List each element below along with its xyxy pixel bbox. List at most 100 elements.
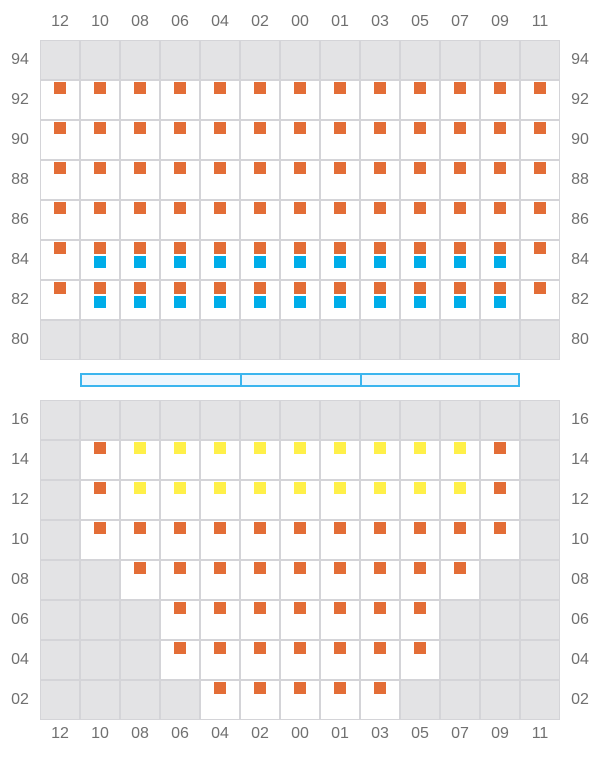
orange-seat[interactable]	[294, 642, 306, 654]
seat-cell[interactable]	[400, 280, 440, 320]
orange-seat[interactable]	[454, 282, 466, 294]
orange-seat[interactable]	[454, 162, 466, 174]
seat-cell[interactable]	[320, 440, 360, 480]
seat-cell[interactable]	[240, 480, 280, 520]
orange-seat[interactable]	[414, 82, 426, 94]
yellow-seat[interactable]	[214, 442, 226, 454]
seat-cell[interactable]	[480, 160, 520, 200]
orange-seat[interactable]	[254, 282, 266, 294]
orange-seat[interactable]	[334, 162, 346, 174]
seat-cell[interactable]	[320, 280, 360, 320]
orange-seat[interactable]	[294, 122, 306, 134]
orange-seat[interactable]	[334, 682, 346, 694]
seat-cell[interactable]	[400, 440, 440, 480]
seat-cell[interactable]	[40, 200, 80, 240]
orange-seat[interactable]	[174, 162, 186, 174]
blue-seat[interactable]	[374, 296, 386, 308]
seat-cell[interactable]	[400, 560, 440, 600]
yellow-seat[interactable]	[294, 482, 306, 494]
orange-seat[interactable]	[174, 122, 186, 134]
seat-cell[interactable]	[400, 480, 440, 520]
seat-cell[interactable]	[440, 480, 480, 520]
seat-cell[interactable]	[200, 280, 240, 320]
seat-cell[interactable]	[240, 160, 280, 200]
seat-cell[interactable]	[280, 600, 320, 640]
seat-cell[interactable]	[80, 520, 120, 560]
seat-cell[interactable]	[240, 520, 280, 560]
orange-seat[interactable]	[254, 162, 266, 174]
seat-cell[interactable]	[120, 80, 160, 120]
blue-seat[interactable]	[134, 256, 146, 268]
seat-cell[interactable]	[400, 120, 440, 160]
orange-seat[interactable]	[374, 242, 386, 254]
seat-cell[interactable]	[280, 160, 320, 200]
orange-seat[interactable]	[414, 642, 426, 654]
seat-cell[interactable]	[80, 280, 120, 320]
orange-seat[interactable]	[454, 522, 466, 534]
orange-seat[interactable]	[214, 202, 226, 214]
orange-seat[interactable]	[534, 242, 546, 254]
orange-seat[interactable]	[214, 82, 226, 94]
seat-cell[interactable]	[360, 480, 400, 520]
orange-seat[interactable]	[374, 522, 386, 534]
orange-seat[interactable]	[254, 682, 266, 694]
orange-seat[interactable]	[174, 562, 186, 574]
seat-cell[interactable]	[160, 240, 200, 280]
blue-seat[interactable]	[94, 256, 106, 268]
orange-seat[interactable]	[94, 482, 106, 494]
seat-cell[interactable]	[360, 560, 400, 600]
orange-seat[interactable]	[374, 282, 386, 294]
orange-seat[interactable]	[374, 642, 386, 654]
seat-cell[interactable]	[520, 280, 560, 320]
seat-cell[interactable]	[200, 80, 240, 120]
orange-seat[interactable]	[294, 162, 306, 174]
seat-cell[interactable]	[320, 160, 360, 200]
orange-seat[interactable]	[534, 82, 546, 94]
orange-seat[interactable]	[214, 122, 226, 134]
orange-seat[interactable]	[334, 242, 346, 254]
seat-cell[interactable]	[480, 240, 520, 280]
seat-cell[interactable]	[40, 80, 80, 120]
orange-seat[interactable]	[134, 522, 146, 534]
seat-cell[interactable]	[400, 240, 440, 280]
seat-cell[interactable]	[440, 160, 480, 200]
orange-seat[interactable]	[174, 522, 186, 534]
seat-cell[interactable]	[200, 200, 240, 240]
orange-seat[interactable]	[334, 522, 346, 534]
orange-seat[interactable]	[174, 82, 186, 94]
orange-seat[interactable]	[374, 82, 386, 94]
orange-seat[interactable]	[494, 522, 506, 534]
blue-seat[interactable]	[254, 296, 266, 308]
orange-seat[interactable]	[254, 642, 266, 654]
orange-seat[interactable]	[54, 82, 66, 94]
seat-cell[interactable]	[280, 200, 320, 240]
orange-seat[interactable]	[334, 202, 346, 214]
orange-seat[interactable]	[254, 82, 266, 94]
seat-cell[interactable]	[280, 560, 320, 600]
orange-seat[interactable]	[214, 242, 226, 254]
orange-seat[interactable]	[134, 242, 146, 254]
yellow-seat[interactable]	[174, 442, 186, 454]
seat-cell[interactable]	[40, 120, 80, 160]
orange-seat[interactable]	[294, 562, 306, 574]
seat-cell[interactable]	[200, 520, 240, 560]
yellow-seat[interactable]	[454, 482, 466, 494]
seat-cell[interactable]	[120, 560, 160, 600]
orange-seat[interactable]	[414, 602, 426, 614]
seat-cell[interactable]	[40, 280, 80, 320]
orange-seat[interactable]	[94, 522, 106, 534]
seat-cell[interactable]	[360, 280, 400, 320]
orange-seat[interactable]	[94, 122, 106, 134]
seat-cell[interactable]	[280, 440, 320, 480]
orange-seat[interactable]	[494, 482, 506, 494]
seat-cell[interactable]	[520, 160, 560, 200]
blue-seat[interactable]	[254, 256, 266, 268]
seat-cell[interactable]	[440, 240, 480, 280]
seat-cell[interactable]	[40, 160, 80, 200]
orange-seat[interactable]	[134, 282, 146, 294]
seat-cell[interactable]	[200, 160, 240, 200]
seat-cell[interactable]	[320, 120, 360, 160]
seat-cell[interactable]	[520, 240, 560, 280]
seat-cell[interactable]	[360, 440, 400, 480]
seat-cell[interactable]	[480, 80, 520, 120]
